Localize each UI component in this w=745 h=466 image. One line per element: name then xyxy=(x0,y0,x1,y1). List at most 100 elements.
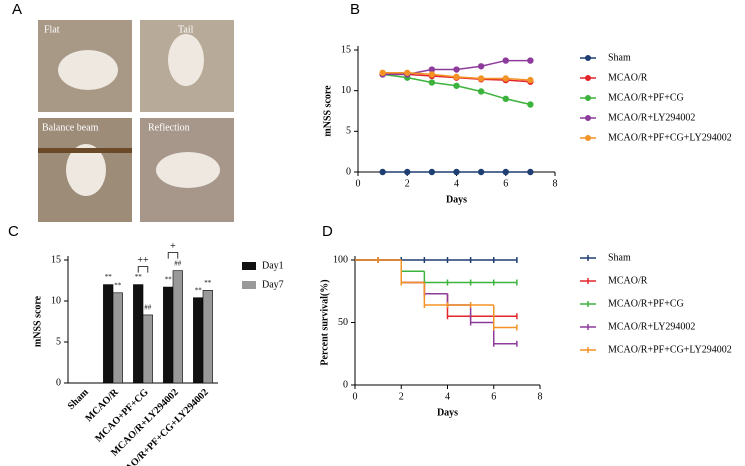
survival-step xyxy=(423,282,448,308)
point xyxy=(428,71,436,78)
significance-mark: ** xyxy=(165,276,173,284)
panel-letter: C xyxy=(8,223,19,240)
bracket-label: + xyxy=(170,241,176,252)
point xyxy=(453,66,460,73)
point xyxy=(379,69,386,76)
significance-mark: ** xyxy=(195,286,203,294)
photo-label: Balance beam xyxy=(42,122,99,133)
legend-label: MCAO/R xyxy=(608,72,648,83)
survival-step xyxy=(446,279,471,286)
legend-label: MCAO/R+LY294002 xyxy=(608,321,695,332)
x-tick-label: 0 xyxy=(356,178,361,189)
significance-mark: ** xyxy=(204,279,212,287)
x-tick-label: 6 xyxy=(503,178,508,189)
panel-letter: B xyxy=(350,1,360,18)
x-axis-label: Days xyxy=(446,194,467,205)
point xyxy=(477,63,485,70)
point xyxy=(502,168,509,176)
point xyxy=(404,69,411,76)
x-axis-label: Days xyxy=(437,407,458,418)
point xyxy=(404,168,411,176)
bracket xyxy=(167,252,179,259)
y-tick-label: 0 xyxy=(343,379,348,390)
x-tick-label: Sham xyxy=(66,386,92,412)
bar xyxy=(172,270,183,384)
point xyxy=(477,88,485,95)
bar xyxy=(193,297,204,384)
y-tick-label: 15 xyxy=(341,44,351,55)
bar xyxy=(202,290,213,384)
point xyxy=(502,95,509,103)
point xyxy=(453,168,460,176)
significance-mark: ## xyxy=(144,304,152,312)
rat xyxy=(66,144,106,196)
survival-step xyxy=(469,257,494,263)
legend-label: Sham xyxy=(608,52,631,63)
legend-label: Sham xyxy=(608,252,631,263)
x-tick-label: 2 xyxy=(405,178,410,189)
x-tick-label: 0 xyxy=(353,391,358,402)
survival-step xyxy=(377,257,402,263)
y-tick-label: 15 xyxy=(51,254,61,265)
legend-label: MCAO/R+LY294002 xyxy=(608,112,695,123)
legend-marker xyxy=(585,55,591,61)
significance-mark: ** xyxy=(135,273,143,281)
legend-label: MCAO/R xyxy=(608,275,648,286)
bar xyxy=(133,284,144,384)
y-tick-label: 50 xyxy=(338,317,348,328)
survival-step xyxy=(400,257,425,263)
x-tick-label: 6 xyxy=(491,391,496,402)
legend-marker xyxy=(585,95,591,101)
y-axis-label: Percent survival(%) xyxy=(319,279,330,365)
legend-label: Day1 xyxy=(262,260,284,271)
x-tick-label: 4 xyxy=(454,178,459,189)
bar xyxy=(112,292,123,384)
y-axis-label: mNSS score xyxy=(322,85,333,137)
survival-step xyxy=(493,257,517,263)
point xyxy=(379,168,386,176)
point xyxy=(428,66,436,73)
survival-step xyxy=(400,260,425,286)
rat xyxy=(168,34,204,86)
x-tick-label: MCAO+PF+CG xyxy=(93,387,151,445)
survival-step xyxy=(423,282,448,297)
survival-step xyxy=(469,302,494,308)
legend-label: MCAO/R+PF+CG+LY294002 xyxy=(608,344,732,355)
legend-label: MCAO/R+PF+CG xyxy=(608,92,684,103)
x-tick-label: 4 xyxy=(445,391,450,402)
photo-label: Flat xyxy=(44,24,60,35)
point xyxy=(453,82,460,89)
point xyxy=(477,168,485,176)
bracket-label: ++ xyxy=(137,255,149,266)
survival-step xyxy=(469,313,494,320)
point xyxy=(428,79,436,86)
survival-step xyxy=(423,282,448,297)
point xyxy=(527,76,534,84)
point xyxy=(502,57,509,64)
y-tick-label: 5 xyxy=(56,336,61,347)
y-axis-label: mNSS score xyxy=(32,295,43,347)
y-tick-label: 5 xyxy=(346,126,351,137)
x-tick-label: 8 xyxy=(553,178,558,189)
bracket xyxy=(137,266,149,273)
bar xyxy=(103,284,114,384)
y-tick-label: 0 xyxy=(346,166,351,177)
survival-step xyxy=(423,271,448,286)
x-tick-label: 2 xyxy=(399,391,404,402)
legend-swatch xyxy=(242,281,256,289)
bar xyxy=(163,286,174,384)
legend-label: MCAO/R+PF+CG xyxy=(608,298,684,309)
survival-step xyxy=(469,279,494,286)
photo-label: Tail xyxy=(178,24,194,35)
survival-step xyxy=(400,260,425,286)
survival-step xyxy=(469,305,494,326)
x-tick-label: 8 xyxy=(538,391,543,402)
bar xyxy=(142,314,153,384)
legend-label: MCAO/R+PF+CG+LY294002 xyxy=(608,132,732,143)
point xyxy=(527,101,534,108)
panel-letter: A xyxy=(12,1,22,18)
point xyxy=(527,57,534,64)
point xyxy=(477,75,485,82)
survival-step xyxy=(493,313,517,320)
